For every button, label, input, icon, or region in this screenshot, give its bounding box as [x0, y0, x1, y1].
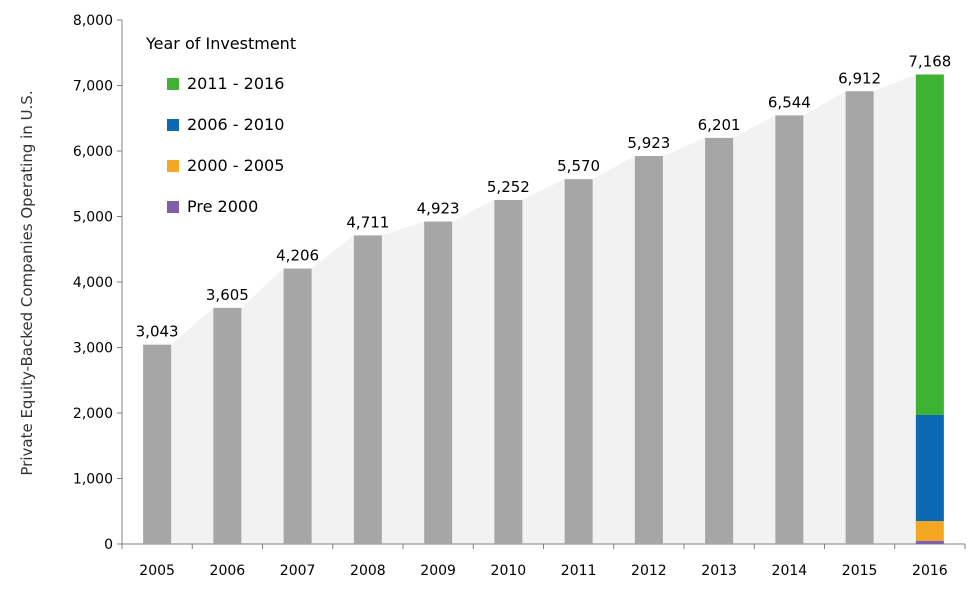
legend-title: Year of Investment [145, 34, 296, 53]
x-tick-label: 2006 [210, 563, 246, 579]
y-tick-label: 4,000 [73, 275, 113, 291]
bar-2007 [283, 268, 312, 544]
trend-area [143, 74, 944, 544]
bar-2005 [143, 344, 172, 544]
x-tick-label: 2010 [491, 563, 527, 579]
y-axis-label: Private Equity-Backed Companies Operatin… [18, 90, 36, 475]
bar-2012 [634, 156, 663, 544]
x-tick-label: 2008 [350, 563, 386, 579]
x-tick-label: 2005 [139, 563, 175, 579]
bar-2013 [705, 137, 734, 544]
legend-item-label: 2000 - 2005 [187, 156, 284, 175]
data-labels: 3,043 3,605 4,206 4,711 4,923 5,252 5,570 5,923… [136, 52, 952, 340]
x-tick-label: 2012 [631, 563, 667, 579]
y-tick-label: 6,000 [73, 144, 113, 160]
legend-swatch [167, 78, 179, 90]
x-tick-label: 2009 [420, 563, 456, 579]
bar-2008 [353, 235, 382, 544]
bar-segment-2006-2010 [915, 414, 944, 522]
data-label-2011: 5,570 [557, 157, 600, 175]
data-label-2014: 6,544 [768, 93, 811, 111]
data-label-2015: 6,912 [838, 69, 881, 87]
legend-swatch [167, 119, 179, 131]
y-tick-label: 0 [104, 537, 113, 553]
data-label-2006: 3,605 [206, 286, 249, 304]
y-tick-label: 1,000 [73, 472, 113, 488]
x-tick-label: 2007 [280, 563, 316, 579]
trend-area-shape [143, 74, 944, 544]
legend-swatch [167, 201, 179, 213]
data-label-2008: 4,711 [346, 213, 389, 231]
bars [143, 74, 944, 545]
bar-2011 [564, 179, 593, 545]
bar-2014 [775, 115, 804, 545]
data-label-2016: 7,168 [908, 52, 951, 70]
bar-2010 [494, 199, 523, 544]
data-label-2005: 3,043 [136, 323, 179, 341]
legend-item-label: 2011 - 2016 [187, 74, 284, 93]
y-tick-label: 8,000 [73, 13, 113, 29]
data-label-2012: 5,923 [627, 134, 670, 152]
data-label-2009: 4,923 [417, 200, 460, 218]
x-tick-label: 2015 [842, 563, 878, 579]
axes: 0 1,000 2,000 3,000 4,000 5,000 6,000 7,000 8,00… [73, 13, 966, 579]
y-tick-label: 3,000 [73, 341, 113, 357]
x-tick-label: 2011 [561, 563, 597, 579]
data-label-2010: 5,252 [487, 178, 530, 196]
y-tick-label: 7,000 [73, 79, 113, 95]
bar-2006 [213, 307, 242, 544]
bar-segment-2000-2005 [915, 521, 944, 541]
data-label-2013: 6,201 [698, 116, 741, 134]
bar-segment-2011-2016 [915, 74, 944, 415]
legend-swatch [167, 160, 179, 172]
legend: Year of Investment 2011 - 2016 2006 - 2010… [145, 34, 296, 216]
x-tick-label: 2014 [772, 563, 808, 579]
legend-item-label: Pre 2000 [187, 197, 258, 216]
y-tick-label: 5,000 [73, 210, 113, 226]
bar-segment-pre-2000 [915, 540, 944, 544]
bar-2009 [424, 221, 453, 544]
x-tick-label: 2016 [912, 563, 948, 579]
legend-item-label: 2006 - 2010 [187, 115, 284, 134]
data-label-2007: 4,206 [276, 247, 319, 265]
x-tick-label: 2013 [701, 563, 737, 579]
bar-2015 [845, 91, 874, 544]
y-tick-label: 2,000 [73, 406, 113, 422]
